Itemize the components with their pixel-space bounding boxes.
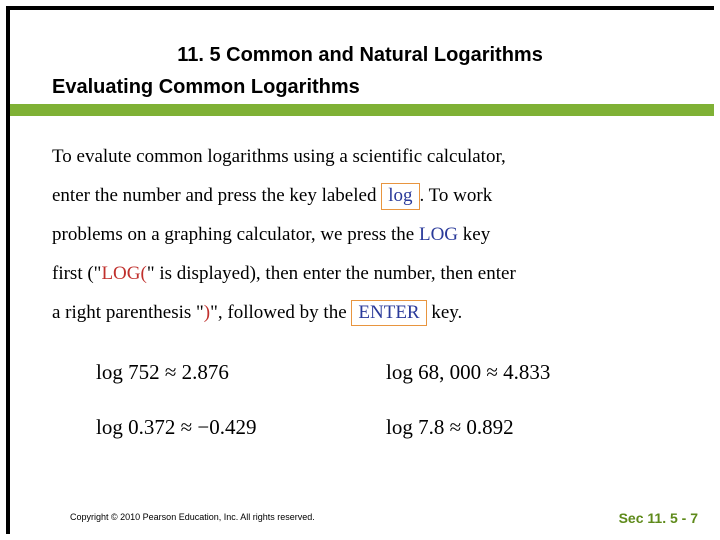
divider-bar xyxy=(10,104,714,116)
copyright-text: Copyright © 2010 Pearson Education, Inc.… xyxy=(70,512,315,522)
example-cell: log 0.372 ≈ −0.429 xyxy=(96,415,386,440)
section-label: Sec 11. 5 - 7 xyxy=(619,510,698,526)
text: key. xyxy=(427,302,463,323)
text: " is displayed), then enter the number, … xyxy=(147,263,516,284)
body-paragraph: To evalute common logarithms using a sci… xyxy=(52,138,668,333)
log-key: log xyxy=(381,183,419,210)
text: problems on a graphing calculator, we pr… xyxy=(52,224,419,245)
text: To evalute common logarithms using a sci… xyxy=(52,146,506,167)
example-cell: log 752 ≈ 2.876 xyxy=(96,360,386,385)
enter-key: ENTER xyxy=(351,300,426,327)
examples-block: log 752 ≈ 2.876 log 68, 000 ≈ 4.833 log … xyxy=(96,360,660,470)
example-row: log 0.372 ≈ −0.429 log 7.8 ≈ 0.892 xyxy=(96,415,660,440)
text: key xyxy=(458,224,490,245)
log-paren: LOG( xyxy=(101,263,146,284)
example-row: log 752 ≈ 2.876 log 68, 000 ≈ 4.833 xyxy=(96,360,660,385)
frame-left xyxy=(6,6,10,534)
text: . To work xyxy=(420,185,493,206)
text: first (" xyxy=(52,263,101,284)
example-cell: log 68, 000 ≈ 4.833 xyxy=(386,360,660,385)
slide-title: 11. 5 Common and Natural Logarithms xyxy=(0,44,720,67)
example-cell: log 7.8 ≈ 0.892 xyxy=(386,415,660,440)
text: a right parenthesis " xyxy=(52,302,204,323)
text: enter the number and press the key label… xyxy=(52,185,381,206)
slide-subtitle: Evaluating Common Logarithms xyxy=(52,76,360,99)
log-word: LOG xyxy=(419,224,458,245)
frame-top xyxy=(6,6,714,10)
text: ", followed by the xyxy=(210,302,351,323)
